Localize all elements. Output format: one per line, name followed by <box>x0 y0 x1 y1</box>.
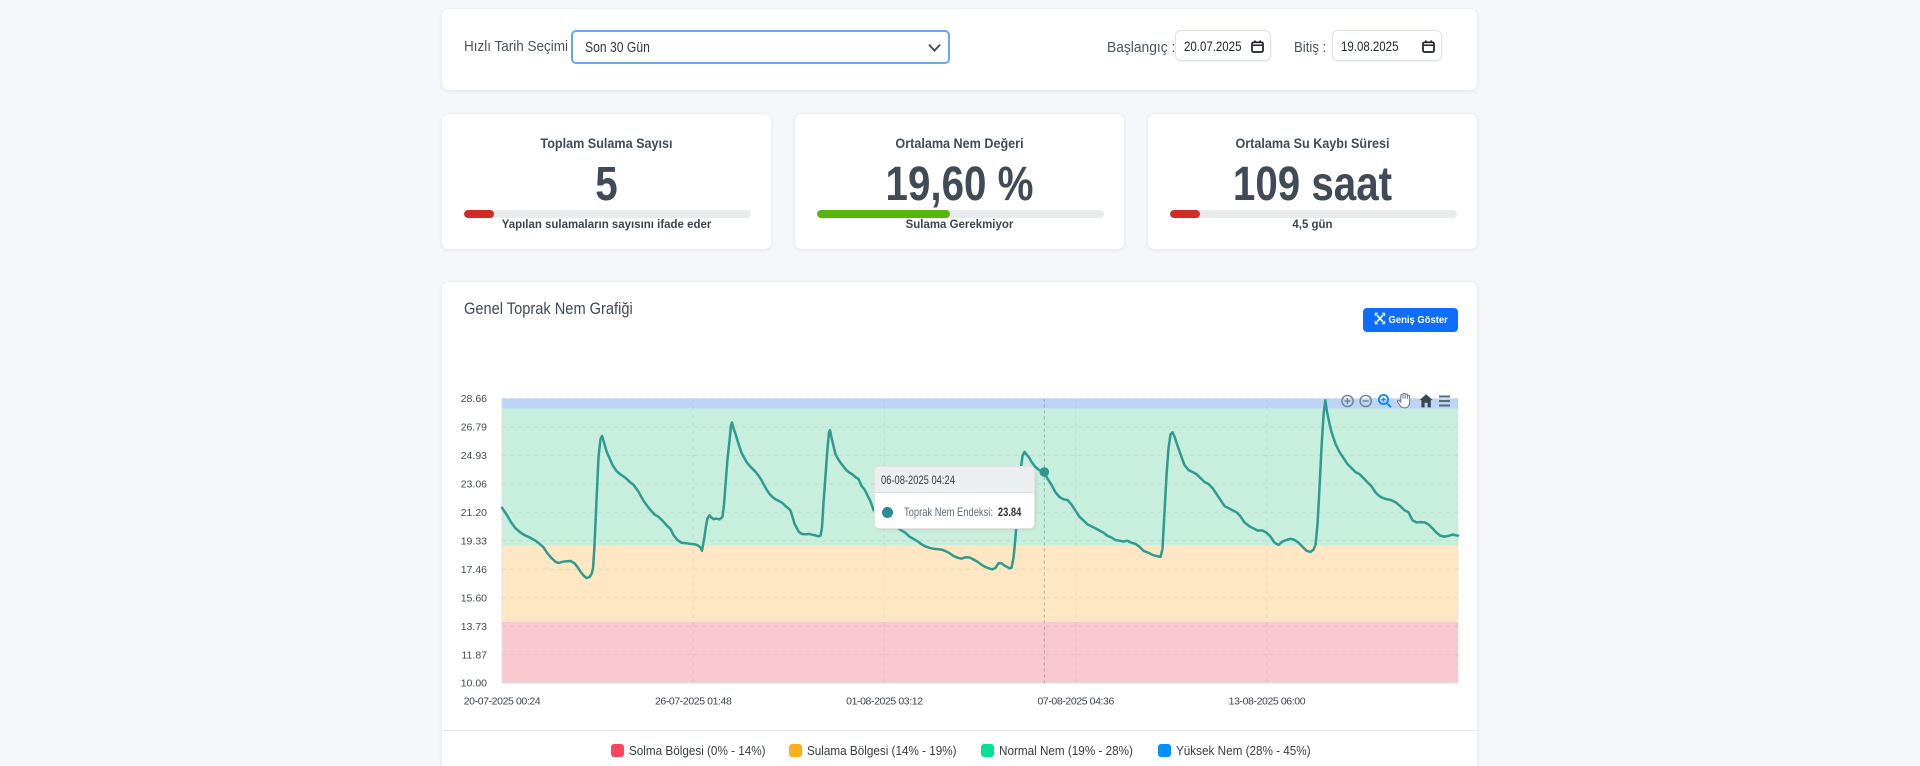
svg-text:13-08-2025 06:00: 13-08-2025 06:00 <box>1229 696 1306 708</box>
svg-text:15.60: 15.60 <box>461 592 487 604</box>
svg-text:07-08-2025 04:36: 07-08-2025 04:36 <box>1037 696 1114 708</box>
svg-text:19.33: 19.33 <box>461 536 487 548</box>
svg-text:21.20: 21.20 <box>461 507 487 519</box>
svg-text:11.87: 11.87 <box>462 649 488 661</box>
svg-text:13.73: 13.73 <box>461 621 487 633</box>
svg-text:01-08-2025 03:12: 01-08-2025 03:12 <box>846 696 923 708</box>
svg-text:26.79: 26.79 <box>461 422 487 434</box>
svg-text:10.00: 10.00 <box>461 678 487 690</box>
svg-text:17.46: 17.46 <box>461 564 487 576</box>
svg-text:24.93: 24.93 <box>461 450 487 462</box>
svg-text:20-07-2025 00:24: 20-07-2025 00:24 <box>464 696 541 708</box>
svg-text:26-07-2025 01:48: 26-07-2025 01:48 <box>655 696 732 708</box>
svg-text:23.06: 23.06 <box>461 479 487 491</box>
svg-text:28.66: 28.66 <box>461 393 487 405</box>
